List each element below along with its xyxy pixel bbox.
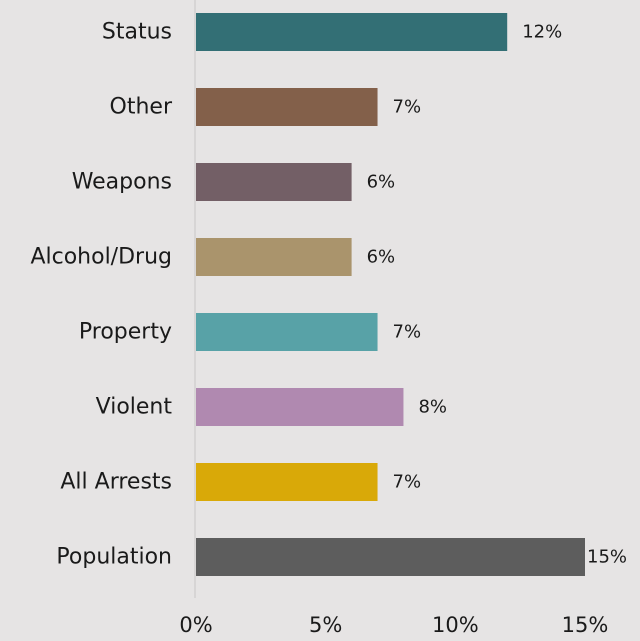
category-label-population: Population — [56, 545, 172, 570]
value-label-alcohol-drug: 6% — [367, 247, 396, 268]
value-labels-group: 12% 7% 6% 6% 7% 8% 7% 15% — [367, 22, 627, 568]
value-label-population: 15% — [587, 547, 627, 568]
value-label-weapons: 6% — [367, 172, 396, 193]
value-label-property: 7% — [393, 322, 422, 343]
category-label-alcohol-drug: Alcohol/Drug — [30, 245, 172, 270]
bars-group — [196, 13, 585, 576]
bar-status — [196, 13, 508, 51]
category-labels-group: Status Other Weapons Alcohol/Drug Property Vi… — [30, 20, 172, 570]
x-tick-label-10: 10% — [432, 613, 479, 637]
value-label-violent: 8% — [418, 397, 447, 418]
x-tick-label-5: 5% — [309, 613, 342, 637]
x-tick-label-15: 15% — [562, 613, 609, 637]
category-label-status: Status — [102, 20, 172, 45]
bar-property — [196, 313, 378, 351]
bar-other — [196, 88, 378, 126]
bar-all-arrests — [196, 463, 378, 501]
category-label-all-arrests: All Arrests — [60, 470, 172, 495]
bar-violent — [196, 388, 404, 426]
category-label-weapons: Weapons — [72, 170, 172, 195]
value-label-all-arrests: 7% — [393, 472, 422, 493]
x-tick-label-0: 0% — [179, 613, 212, 637]
category-label-violent: Violent — [96, 395, 173, 420]
category-label-property: Property — [79, 320, 172, 345]
x-tick-labels-group: 0% 5% 10% 15% — [179, 613, 608, 637]
bar-alcohol-drug — [196, 238, 352, 276]
category-label-other: Other — [110, 95, 173, 120]
bar-weapons — [196, 163, 352, 201]
value-label-status: 12% — [522, 22, 562, 43]
bar-population — [196, 538, 585, 576]
value-label-other: 7% — [393, 97, 422, 118]
